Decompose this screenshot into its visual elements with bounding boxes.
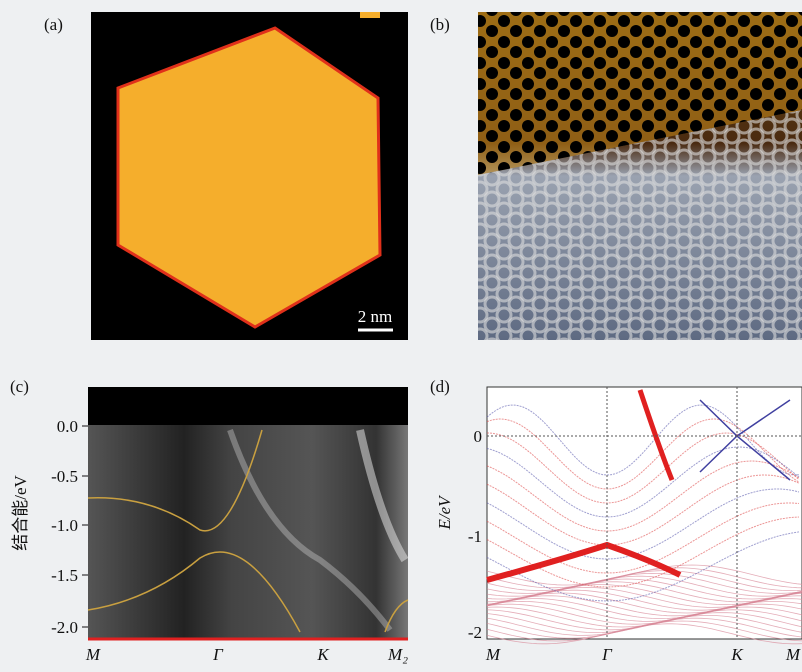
x-tick-label: Γ [601,645,613,664]
arpes-image [88,387,408,639]
y-tick-label: -2 [468,623,482,642]
panel-label: (a) [44,15,63,34]
y-tick-label: -0.5 [51,467,78,486]
x-tick-label: K [730,645,744,664]
figure: (a) 2 nm (b) (c) 结合能/eV (d) E/eV 0.0 -0.5… [0,0,802,667]
x-tick-label: M [85,645,101,664]
y-tick-label: 0 [474,427,483,446]
y-axis-title: 结合能/eV [11,475,30,551]
island-edge [360,12,380,18]
y-axis-title: E/eV [435,494,454,531]
structure-image [478,12,802,340]
y-tick-label: -2.0 [51,618,78,637]
panel-label: (b) [430,15,450,34]
y-tick-label: -1 [468,527,482,546]
panel-label: (c) [10,377,29,396]
scale-bar-label: 2 nm [358,307,392,326]
page: (a) 2 nm (b) (c) 结合能/eV (d) E/eV 0.0 -0.5… [0,0,802,672]
x-tick-label: Γ [212,645,224,664]
y-tick-label: -1.5 [51,566,78,585]
y-tick-label: 0.0 [57,417,78,436]
x-tick-label: M [485,645,501,664]
x-tick-label: M₂ [387,645,408,664]
y-tick-label: -1.0 [51,516,78,535]
x-tick-label: K [316,645,330,664]
panel-label: (d) [430,377,450,396]
x-tick-label: M [785,645,801,664]
